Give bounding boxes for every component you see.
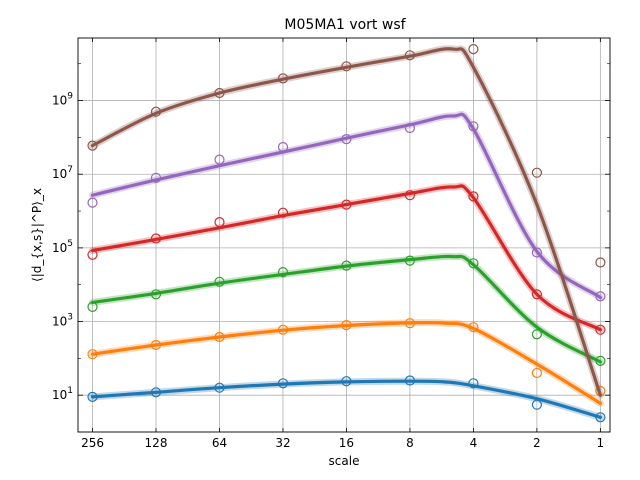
series-4-marker — [87, 249, 98, 260]
plot-frame — [77, 37, 611, 433]
series-6-line — [90, 47, 602, 397]
series-1-marker — [468, 378, 479, 389]
series-1-marker — [404, 375, 415, 386]
series-1-marker — [150, 387, 162, 398]
series-3-marker — [595, 355, 606, 366]
series-5-marker — [468, 121, 479, 132]
x-tick-label: 8 — [406, 436, 414, 450]
x-tick-label: 2 — [533, 436, 541, 450]
y-tick-label: 109 — [52, 92, 73, 108]
y-tick-label: 101 — [52, 386, 73, 402]
series-3-marker — [468, 258, 479, 269]
series-4-marker — [468, 191, 479, 202]
x-tick-label: 256 — [81, 436, 104, 450]
y-tick-label: 103 — [52, 313, 73, 329]
series-4-marker — [531, 289, 543, 300]
series-2-marker — [214, 331, 225, 343]
series-1-marker — [595, 412, 606, 423]
series-6-marker — [404, 50, 415, 61]
x-tick-labels: 256 128 64 32 16 8 4 2 1 — [81, 436, 604, 450]
grid — [78, 38, 610, 432]
series-1-line — [90, 379, 602, 419]
x-tick-label: 32 — [275, 436, 290, 450]
series-4-marker — [341, 199, 352, 210]
y-tick-label: 107 — [52, 165, 73, 181]
series-4-marker — [277, 207, 289, 218]
axis-ticks — [78, 38, 610, 433]
series-3-marker — [341, 260, 352, 271]
series-group — [87, 43, 606, 423]
series-5-marker — [404, 122, 415, 134]
series-3-marker — [214, 276, 225, 287]
y-tick-label: 105 — [52, 239, 73, 255]
series-5-marker — [150, 172, 162, 183]
series-1-marker — [87, 391, 98, 402]
series-5-marker — [531, 247, 543, 258]
y-axis-label: ⟨|d_{x,s}|^P⟩_x — [30, 188, 44, 282]
series-2-marker — [468, 322, 479, 333]
x-tick-label: 128 — [145, 436, 168, 450]
series-3-marker — [277, 267, 289, 278]
series-4-marker — [214, 217, 225, 228]
x-tick-label: 4 — [470, 436, 478, 450]
series-6-marker — [87, 140, 98, 151]
series-2-line — [90, 320, 602, 405]
x-tick-label: 1 — [597, 436, 605, 450]
series-1-marker — [341, 376, 352, 387]
series-1-marker — [531, 399, 543, 410]
series-5-marker — [277, 141, 289, 153]
series-6-marker — [214, 87, 225, 99]
x-tick-label: 64 — [212, 436, 227, 450]
series-3-marker — [404, 255, 415, 266]
series-6-marker — [468, 43, 479, 55]
series-3-marker — [150, 289, 162, 300]
series-5-line — [90, 112, 602, 300]
series-2-marker — [531, 367, 543, 379]
series-4-marker — [150, 233, 162, 244]
y-tick-labels: 101 103 105 107 109 — [52, 92, 73, 403]
series-6-marker — [531, 167, 543, 178]
series-4-marker — [595, 324, 606, 335]
series-2-marker — [404, 318, 415, 329]
x-tick-label: 16 — [339, 436, 354, 450]
series-5-marker — [87, 197, 98, 208]
series-3-marker — [531, 329, 543, 340]
series-4-line — [90, 184, 602, 332]
series-6-marker — [595, 257, 606, 268]
series-6-marker — [277, 73, 289, 84]
series-5-marker — [341, 134, 352, 145]
series-5-marker — [595, 291, 606, 302]
series-2-marker — [277, 324, 289, 335]
series-2-marker — [150, 339, 162, 351]
series-2-marker — [87, 349, 98, 360]
x-axis-label: scale — [329, 454, 360, 468]
series-6-marker — [150, 106, 162, 117]
series-1-marker — [277, 378, 289, 389]
series-3-marker — [87, 301, 98, 312]
series-5-marker — [214, 154, 225, 165]
series-2-marker — [341, 320, 352, 331]
series-4-marker — [404, 190, 415, 201]
chart-title: M05MA1 vort wsf — [284, 17, 406, 33]
series-1-marker — [214, 382, 225, 393]
series-6-marker — [341, 61, 352, 72]
series-3-line — [90, 254, 602, 364]
